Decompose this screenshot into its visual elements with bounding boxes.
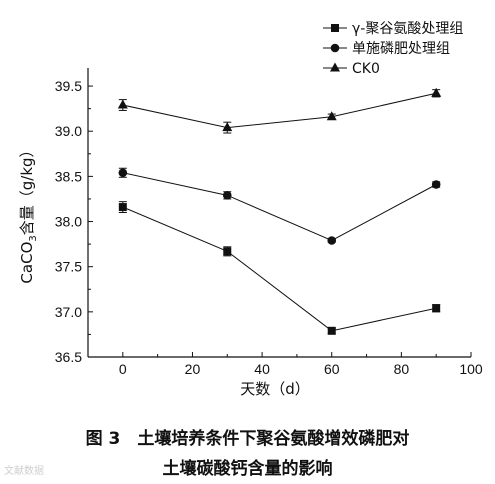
legend-item: CK0: [323, 61, 380, 77]
y-axis-label-rest: 含量（g/kg）: [18, 142, 36, 235]
x-tick-label: 40: [254, 361, 270, 377]
data-point: [118, 168, 128, 178]
figure-caption-line2: 土壤碳酸钙含量的影响: [162, 459, 333, 479]
data-point: [431, 180, 441, 189]
x-tick-label: 20: [185, 361, 201, 377]
y-axis-label-main: CaCO: [18, 242, 36, 284]
legend-marker: [330, 43, 340, 53]
series-circle: [118, 167, 441, 245]
series-line: [122, 92, 437, 129]
watermark: 文献数据: [4, 466, 44, 477]
y-axis-label: CaCO3含量（g/kg）: [18, 142, 39, 283]
data-point: [432, 304, 441, 313]
y-tick-label: 37.0: [55, 304, 82, 320]
legend-label: γ-聚谷氨酸处理组: [352, 21, 463, 37]
series-line: [122, 206, 437, 332]
series-triangle: [117, 87, 442, 134]
series-square: [118, 201, 441, 335]
x-tick-label: 80: [394, 361, 410, 377]
data-point: [431, 87, 442, 97]
data-point: [118, 203, 127, 212]
x-axis-label: 天数（d）: [240, 380, 310, 398]
x-tick-label: 60: [324, 361, 340, 377]
data-point: [326, 111, 337, 121]
data-point: [327, 236, 337, 245]
y-tick-label: 39.0: [55, 123, 82, 139]
data-point: [223, 247, 232, 256]
y-tick-label: 38.5: [55, 168, 82, 184]
data-point: [222, 191, 232, 200]
y-axis-label-sub: 3: [28, 235, 39, 241]
y-tick-label: 38.0: [55, 214, 82, 230]
y-tick-label: 36.5: [55, 349, 82, 365]
legend-item: γ-聚谷氨酸处理组: [323, 21, 463, 37]
data-point: [117, 99, 128, 109]
plot-frame: [87, 68, 471, 358]
y-tick-label: 37.5: [55, 259, 82, 275]
legend-label: 单施磷肥处理组: [352, 41, 450, 57]
series-line: [122, 172, 437, 242]
data-point: [222, 122, 233, 132]
ticks: 0 20 40 60 80 100 36.5 37.0 37.5 38.0 38.5 39.0 39.5: [55, 78, 483, 377]
legend-label: CK0: [352, 61, 380, 77]
chart: 0 20 40 60 80 100 36.5 37.0 37.5 38.0 38.5 39.0 39.5…: [18, 21, 483, 398]
legend-item: 单施磷肥处理组: [323, 41, 450, 57]
x-tick-label: 0: [119, 361, 127, 377]
x-tick-label: 100: [459, 361, 483, 377]
legend-marker: [331, 24, 339, 32]
series-layer: [117, 87, 442, 335]
legend-marker: [330, 62, 340, 72]
data-point: [327, 326, 336, 335]
y-tick-label: 39.5: [55, 78, 82, 94]
figure-caption-line1: 图 3 土壤培养条件下聚谷氨酸增效磷肥对: [85, 429, 410, 449]
